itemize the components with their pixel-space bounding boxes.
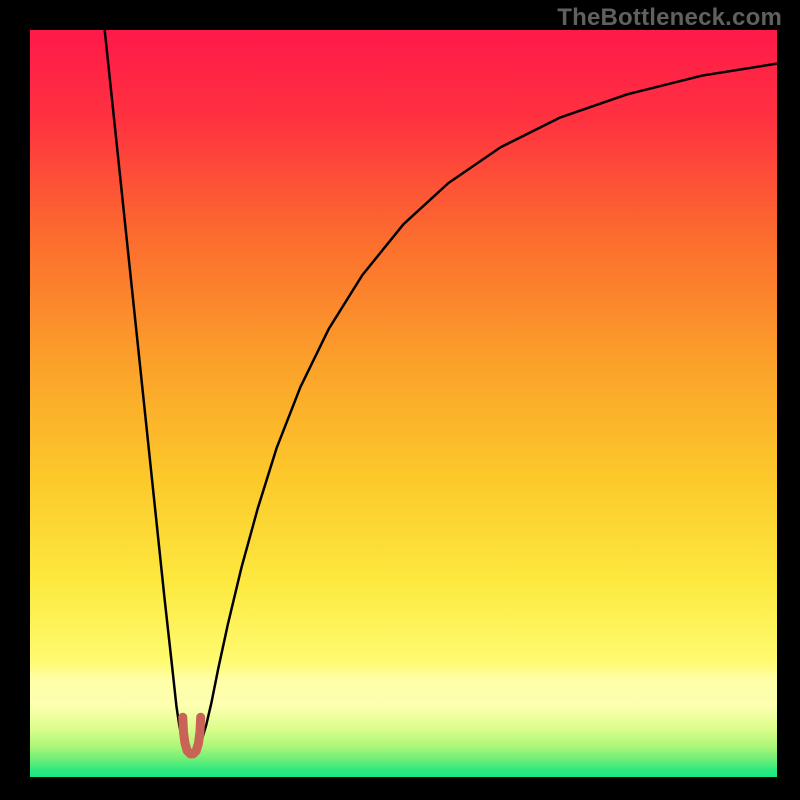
chart-svg (30, 30, 777, 777)
watermark-text: TheBottleneck.com (557, 4, 782, 32)
plot-background (30, 30, 777, 777)
chart-container: TheBottleneck.com (0, 0, 800, 800)
